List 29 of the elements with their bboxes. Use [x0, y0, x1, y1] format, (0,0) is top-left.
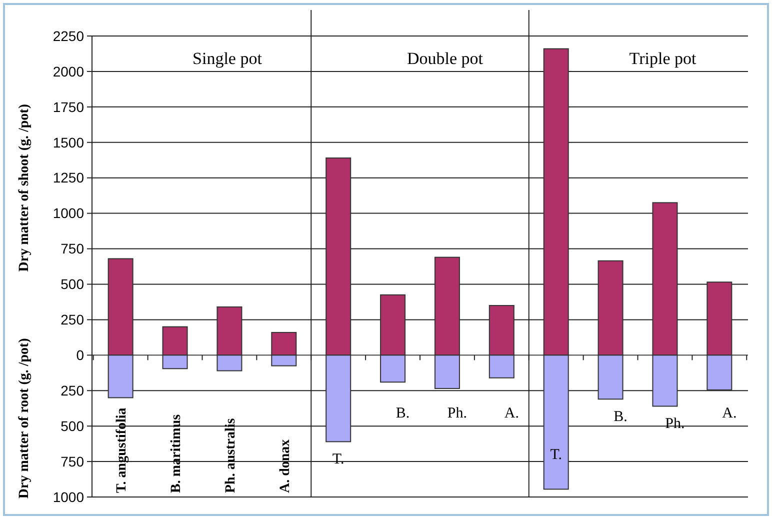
annotation: Triple pot — [629, 49, 696, 68]
x-tick-label: Ph. australis — [223, 418, 238, 493]
y-tick-label: 750 — [60, 453, 84, 470]
y-tick-label: 2000 — [52, 63, 84, 80]
y-tick-label: 500 — [60, 418, 84, 434]
y-tick-label: 1000 — [52, 205, 84, 222]
annotation: Double pot — [406, 49, 484, 68]
x-tick-label: A. — [722, 406, 737, 422]
x-tick-label: B. — [396, 406, 410, 422]
x-tick-label: T. — [550, 447, 562, 464]
y-tick-label: 1250 — [52, 170, 84, 186]
y-tick-label: 0 — [76, 347, 84, 364]
y-tick-label: 250 — [60, 312, 84, 328]
y-tick-label: 1000 — [52, 488, 84, 505]
y-tick-label: 1500 — [52, 134, 84, 150]
y-axis-title: Dry matter of shoot (g. /pot) — [17, 104, 32, 272]
y-tick-label: 2250 — [52, 28, 84, 44]
y-tick-label: 500 — [60, 276, 84, 292]
x-tick-label: Ph. — [447, 406, 468, 422]
y-tick-label: 1750 — [52, 98, 84, 115]
annotation: Single pot — [192, 49, 262, 68]
y-tick-label: 750 — [60, 240, 84, 257]
x-tick-label: T. angustifolia — [114, 408, 130, 493]
x-tick-label: A. — [504, 406, 519, 422]
x-tick-label: B. maritimus — [169, 414, 184, 493]
text: Dry matter of root (g. /pot) — [17, 338, 32, 499]
x-tick-label: A. donax — [278, 439, 293, 493]
y-tick-label: 250 — [60, 382, 84, 399]
x-tick-label: B. — [614, 409, 628, 426]
